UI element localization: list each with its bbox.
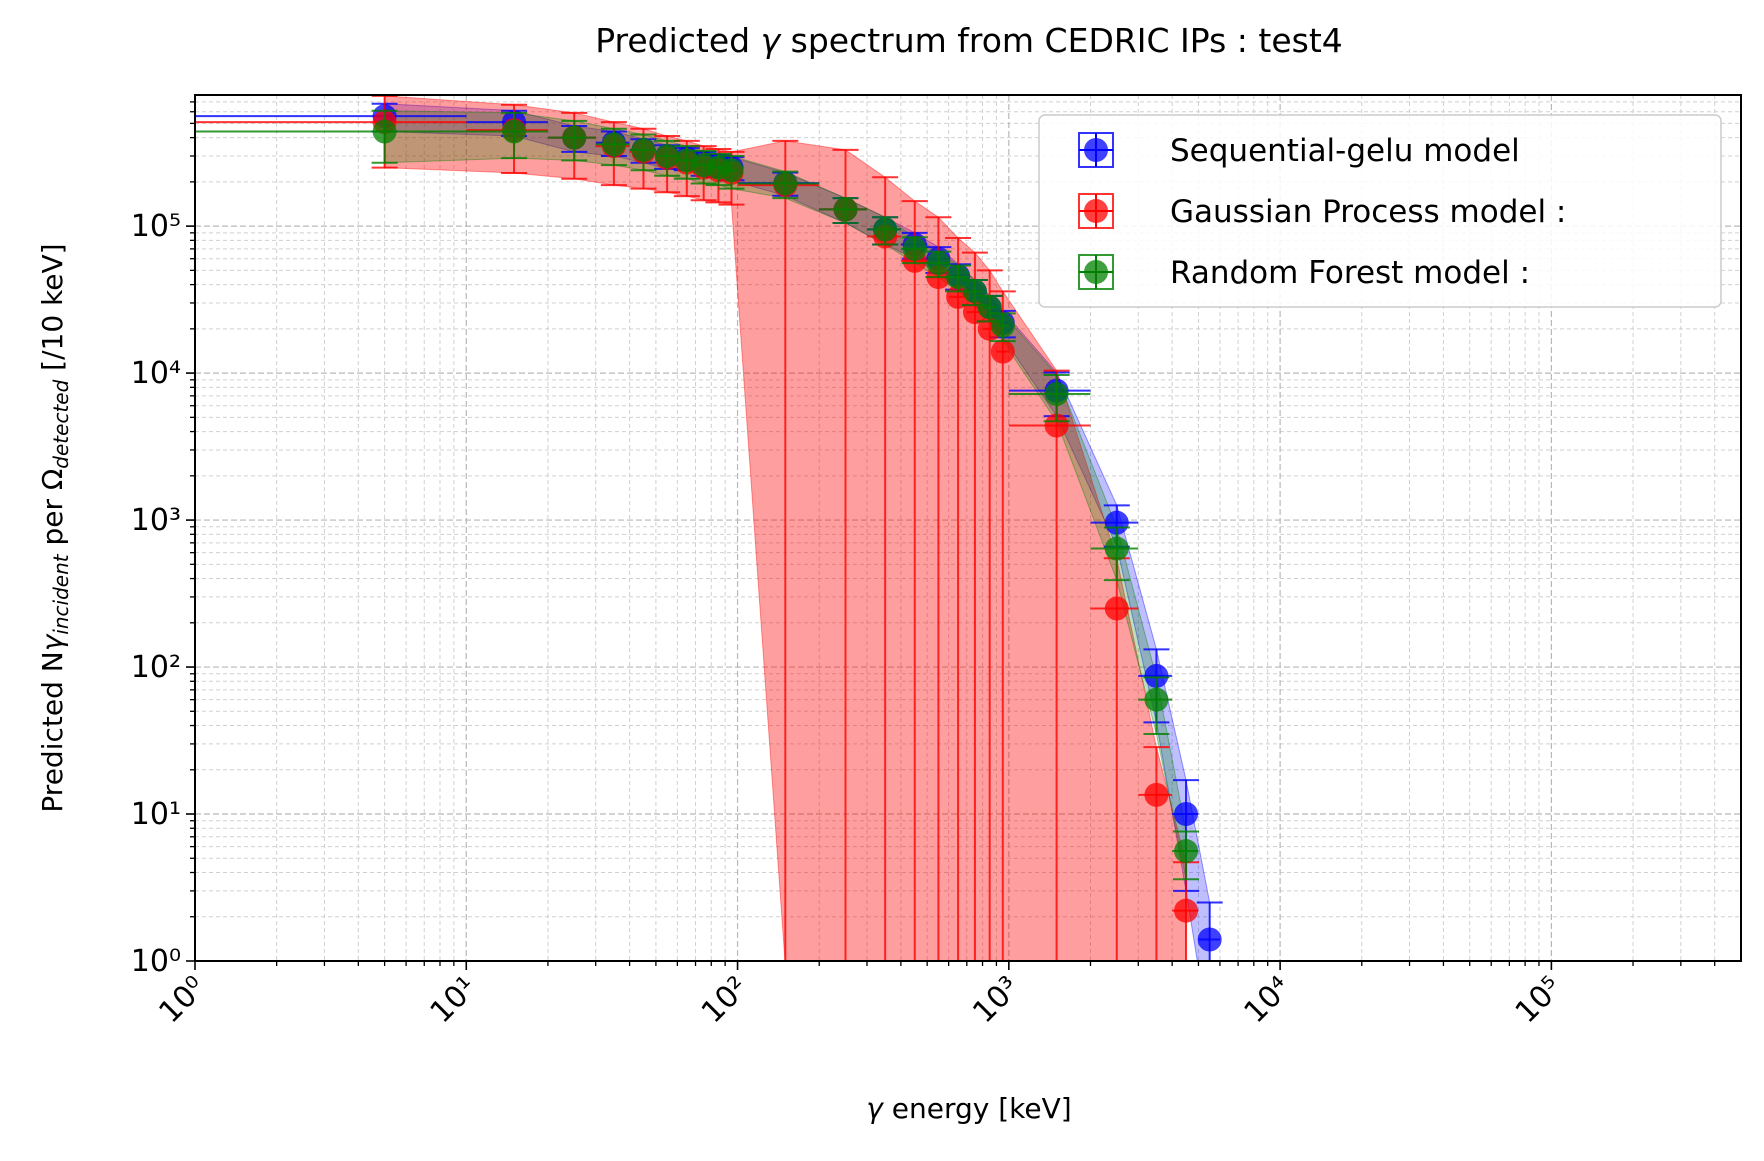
point <box>1144 687 1169 712</box>
label-part: per Ω <box>36 469 69 555</box>
label-part: γ <box>36 633 69 651</box>
legend-box <box>1038 114 1722 308</box>
point <box>962 279 987 304</box>
label-part: γ <box>866 1092 884 1125</box>
point <box>1144 782 1169 807</box>
label-part: energy [keV] <box>883 1092 1072 1125</box>
point <box>833 197 858 222</box>
legend-marker <box>1084 138 1108 162</box>
point <box>601 132 626 157</box>
point <box>1044 413 1069 438</box>
plot-frame <box>194 94 1742 962</box>
label-part: Predicted <box>595 21 760 60</box>
legend-label: Random Forest model : <box>1170 255 1530 291</box>
y-tick-label: 10⁵ <box>131 209 181 244</box>
y-tick-label: 10¹ <box>131 797 181 832</box>
label-part: detected <box>49 379 73 468</box>
x-tick-label: 10³ <box>966 970 1026 1030</box>
point <box>1144 663 1169 688</box>
label-part: γ <box>761 21 782 60</box>
y-axis-label: Predicted Nγincident per Ωdetected [/10 … <box>36 243 73 812</box>
x-tick-label: 10⁴ <box>1238 970 1298 1030</box>
y-tick-label: 10⁰ <box>131 944 181 979</box>
point <box>655 143 680 168</box>
point <box>502 119 527 144</box>
label-part: spectrum from CEDRIC IPs : test4 <box>780 21 1343 60</box>
point <box>631 137 656 162</box>
chart-title: Predicted γ spectrum from CEDRIC IPs : t… <box>595 21 1343 60</box>
point <box>562 125 587 150</box>
y-tick-label: 10⁴ <box>131 356 181 391</box>
point <box>1174 839 1199 864</box>
point <box>372 119 397 144</box>
point <box>719 158 744 183</box>
x-tick-label: 10¹ <box>424 970 484 1030</box>
point <box>1104 536 1129 561</box>
point <box>946 265 971 290</box>
legend-marker <box>1084 260 1108 284</box>
point <box>1044 382 1069 407</box>
label-part: incident <box>49 553 73 634</box>
point <box>926 251 951 276</box>
plot-area <box>195 95 1223 961</box>
legend-marker <box>1084 199 1108 223</box>
point <box>1174 802 1199 827</box>
point <box>990 313 1015 338</box>
legend-label: Sequential-gelu model <box>1170 133 1520 169</box>
x-axis-label: γ energy [keV] <box>866 1092 1071 1125</box>
point <box>873 217 898 242</box>
label-part: Predicted N <box>36 651 69 812</box>
point <box>1174 898 1199 923</box>
point <box>773 171 798 196</box>
point <box>1104 510 1129 535</box>
point <box>990 339 1015 364</box>
y-tick-label: 10² <box>131 650 181 685</box>
x-tick-label: 10² <box>695 970 755 1030</box>
label-part: [/10 keV] <box>36 243 69 379</box>
y-tick-label: 10³ <box>131 503 181 538</box>
point <box>1104 596 1129 621</box>
point <box>902 236 927 261</box>
legend-label: Gaussian Process model : <box>1170 194 1566 230</box>
x-tick-label: 10⁵ <box>1509 970 1569 1030</box>
point <box>1197 927 1222 952</box>
